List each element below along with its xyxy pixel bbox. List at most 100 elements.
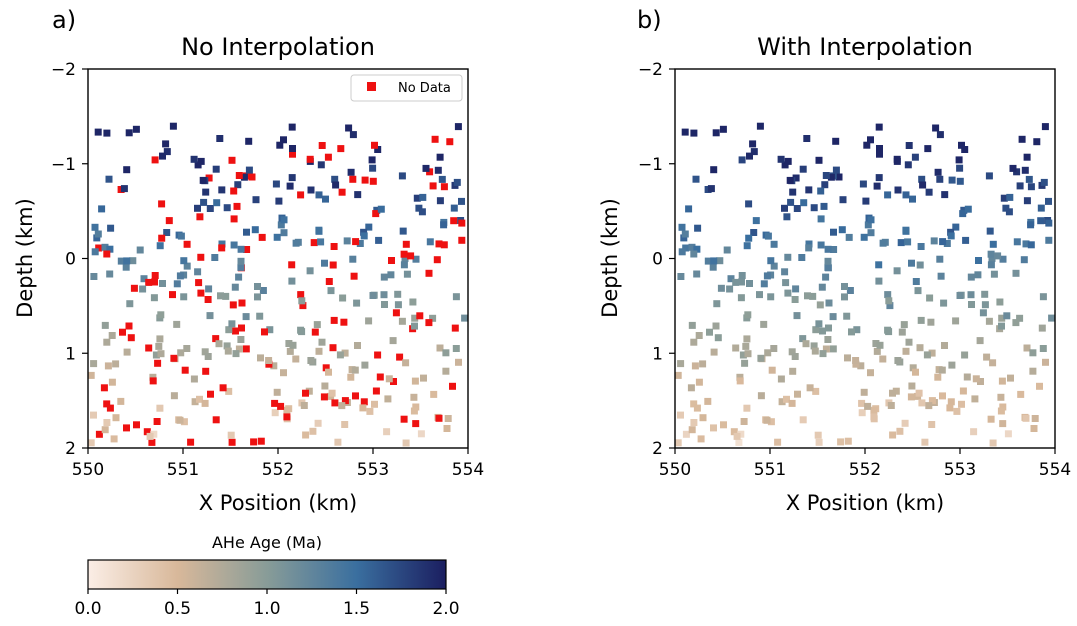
data-point — [259, 287, 267, 294]
data-point — [811, 347, 819, 355]
data-point — [743, 335, 751, 343]
data-point — [925, 188, 933, 196]
nodata-point — [302, 389, 309, 397]
y-axis-label-a: Depth (km) — [13, 198, 37, 318]
y-ticks-b: −2 −1 0 1 2 — [638, 60, 675, 459]
data-point — [941, 342, 948, 349]
data-point — [860, 233, 868, 241]
nodata-point — [431, 135, 439, 143]
data-point — [946, 404, 954, 412]
data-point — [354, 342, 361, 349]
data-point — [216, 135, 224, 142]
data-point — [360, 232, 368, 240]
data-point — [967, 273, 975, 281]
nodata-point — [219, 384, 227, 392]
data-point — [781, 204, 788, 212]
data-point — [930, 237, 938, 245]
data-point — [923, 351, 931, 359]
x-tick-label: 550 — [659, 460, 691, 480]
data-point — [799, 165, 807, 173]
data-point — [760, 320, 768, 328]
data-point — [719, 125, 727, 133]
data-point — [979, 309, 987, 317]
data-point — [150, 294, 158, 302]
nodata-point — [153, 418, 161, 425]
data-point — [947, 232, 955, 240]
data-point — [349, 255, 357, 263]
data-point — [101, 321, 109, 329]
y-ticks-a: −2 −1 0 1 2 — [51, 60, 88, 459]
data-point — [974, 271, 982, 279]
nodata-point — [360, 398, 368, 406]
data-point — [225, 326, 233, 334]
nodata-point — [330, 316, 338, 324]
data-point — [191, 398, 199, 406]
data-point — [1039, 293, 1047, 301]
data-point — [206, 205, 214, 212]
data-point — [782, 279, 790, 287]
legend: No Data — [350, 74, 463, 102]
data-point — [157, 350, 165, 358]
data-point — [108, 332, 116, 339]
nodata-point — [429, 182, 437, 190]
data-point — [458, 197, 465, 205]
nodata-point — [388, 257, 395, 264]
data-point — [317, 161, 325, 169]
data-point — [353, 299, 361, 307]
data-point — [900, 321, 908, 329]
data-point — [351, 366, 359, 374]
nodata-point — [297, 191, 305, 199]
nodata-point — [158, 234, 166, 242]
data-point — [975, 257, 982, 264]
data-point — [732, 278, 740, 286]
data-point — [411, 377, 419, 385]
data-point — [902, 226, 910, 234]
data-point — [194, 268, 202, 276]
data-point — [347, 168, 355, 176]
data-point — [453, 178, 461, 186]
data-point — [688, 243, 696, 251]
data-point — [996, 298, 1004, 306]
data-point — [816, 301, 824, 309]
nodata-point — [243, 246, 251, 253]
data-point — [410, 393, 418, 401]
nodata-point — [325, 278, 333, 285]
data-point — [442, 367, 450, 375]
data-point — [736, 373, 744, 381]
data-point — [752, 217, 760, 225]
data-point — [710, 166, 718, 174]
data-point — [385, 375, 393, 383]
data-point — [709, 263, 717, 271]
data-point — [873, 347, 881, 355]
data-point — [1020, 256, 1028, 264]
data-point — [875, 261, 883, 269]
nodata-point — [306, 155, 314, 163]
data-point — [314, 419, 322, 427]
nodata-point — [265, 360, 273, 368]
data-point — [375, 236, 383, 244]
nodata-point — [187, 438, 195, 446]
nodata-point — [349, 175, 357, 183]
data-point — [223, 204, 231, 212]
data-point — [91, 223, 99, 231]
data-point — [365, 317, 373, 325]
data-point — [231, 283, 239, 291]
data-point — [909, 364, 917, 372]
data-point — [180, 293, 188, 301]
data-point — [454, 123, 462, 131]
data-point — [681, 128, 689, 136]
nodata-point — [310, 239, 318, 247]
data-point — [937, 272, 945, 280]
nodata-point — [143, 428, 151, 436]
data-point — [863, 141, 871, 149]
nodata-point — [390, 378, 397, 385]
data-point — [953, 407, 961, 415]
data-point — [1005, 208, 1013, 216]
nodata-point — [145, 278, 153, 286]
data-point — [694, 224, 702, 232]
nodata-point — [289, 150, 296, 158]
data-point — [140, 275, 148, 283]
data-point — [218, 240, 226, 248]
points-b — [674, 122, 1056, 447]
nodata-point — [396, 353, 404, 361]
